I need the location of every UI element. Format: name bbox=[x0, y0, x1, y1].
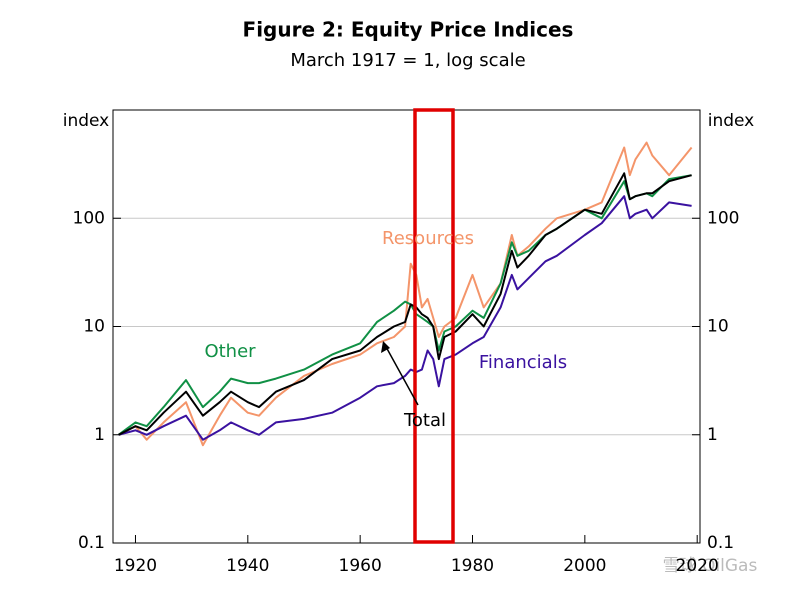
y2-axis-label: index bbox=[708, 111, 755, 131]
series-line bbox=[118, 195, 692, 441]
x-tick-label: 1920 bbox=[114, 556, 157, 576]
y-tick-label: 1 bbox=[94, 425, 105, 445]
x-tick-label: 1960 bbox=[339, 556, 382, 576]
x-tick-label: 1980 bbox=[451, 556, 494, 576]
series-annotation: Resources bbox=[382, 228, 474, 249]
highlight-box bbox=[413, 108, 455, 544]
series-line bbox=[118, 174, 692, 436]
plot-frame bbox=[112, 109, 701, 544]
y2-tick-label: 100 bbox=[707, 208, 739, 228]
x-tick-label: 1940 bbox=[226, 556, 269, 576]
y-tick-label: 100 bbox=[73, 208, 105, 228]
annotation-arrowhead bbox=[381, 341, 390, 353]
y2-tick-label: 10 bbox=[707, 317, 729, 337]
x-tick-label: 2020 bbox=[676, 556, 719, 576]
series-annotation: Total bbox=[403, 410, 446, 431]
y-tick-label: 10 bbox=[83, 317, 105, 337]
x-tick-label: 2000 bbox=[563, 556, 606, 576]
y-axis-label: index bbox=[63, 111, 110, 131]
y-tick-label: 0.1 bbox=[78, 533, 105, 553]
chart-title: Figure 2: Equity Price Indices bbox=[243, 18, 574, 42]
series-line bbox=[118, 172, 692, 436]
y2-tick-label: 1 bbox=[707, 425, 718, 445]
watermark: 雪球 OilGas bbox=[663, 556, 758, 576]
annotation-arrow bbox=[384, 344, 419, 406]
series-line bbox=[118, 141, 693, 447]
chart-subtitle: March 1917 = 1, log scale bbox=[290, 50, 525, 71]
series-annotation: Other bbox=[204, 341, 256, 362]
y2-tick-label: 0.1 bbox=[707, 533, 734, 553]
series-annotation: Financials bbox=[479, 352, 567, 373]
